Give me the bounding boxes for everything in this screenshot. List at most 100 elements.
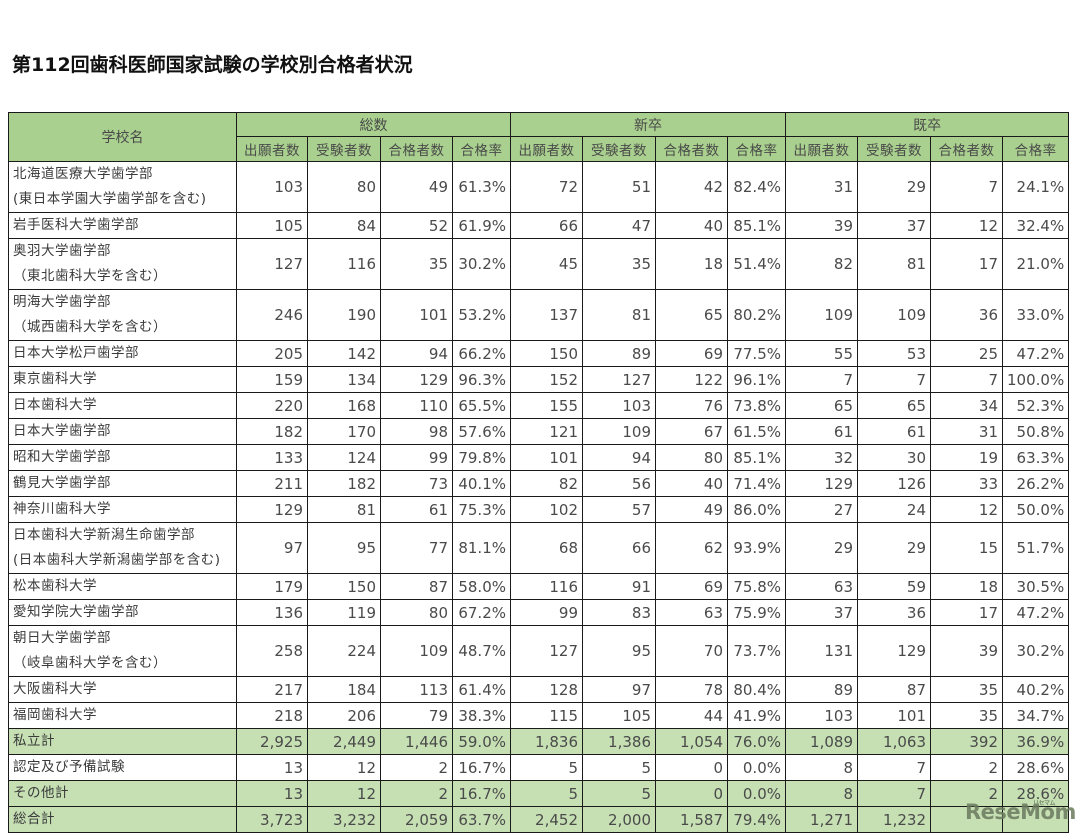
value-cell-new-3: 0.0% <box>727 780 786 807</box>
value-cell-total-1: 184 <box>307 676 381 703</box>
school-name: 昭和大学歯学部 <box>13 449 111 465</box>
value-cell-total-2: 99 <box>380 444 453 471</box>
value-cell-new-1: 47 <box>582 212 656 239</box>
value-cell-prev-1: 7 <box>857 366 931 393</box>
value-cell-prev-2: 12 <box>930 212 1003 239</box>
value-cell-new-2: 42 <box>655 161 728 213</box>
value-cell-total-2: 73 <box>380 470 453 497</box>
value-cell-new-1: 95 <box>582 625 656 677</box>
value-cell-total-3: 58.0% <box>452 573 511 600</box>
value-cell-prev-0: 89 <box>785 676 858 703</box>
value-cell-total-2: 61 <box>380 496 453 523</box>
value-cell-prev-3: 34.7% <box>1001 702 1070 729</box>
table-row: 日本大学歯学部 182 170 98 57.6% 121 109 67 61.5% 61 61 31 5… <box>8 418 1070 445</box>
school-name-cell: 日本大学松戸歯学部 <box>8 340 237 367</box>
value-cell-total-0: 3,723 <box>236 806 308 833</box>
value-cell-total-0: 179 <box>236 573 308 600</box>
school-name-cell: 東京歯科大学 <box>8 366 237 393</box>
table-row: 奥羽大学歯学部 （東北歯科大学を含む） 127 116 35 30.2% 45 35 18 51.… <box>8 238 1070 290</box>
value-cell-prev-0: 32 <box>785 444 858 471</box>
school-name: 北海道医療大学歯学部 <box>13 166 153 182</box>
table-row: 昭和大学歯学部 133 124 99 79.8% 101 94 80 85.1% 32 30 19 63… <box>8 444 1070 471</box>
value-cell-new-0: 116 <box>510 573 583 600</box>
value-cell-total-1: 170 <box>307 418 381 445</box>
value-cell-prev-0: 55 <box>785 340 858 367</box>
resemom-watermark-logo: ReseMom リセマム <box>965 800 1075 824</box>
value-cell-total-2: 2 <box>380 780 453 807</box>
value-cell-total-1: 3,232 <box>307 806 381 833</box>
value-cell-total-3: 61.4% <box>452 676 511 703</box>
table-row: 北海道医療大学歯学部 (東日本学園大学歯学部を含む) 103 80 49 61.3% 72 5… <box>8 161 1070 213</box>
value-cell-new-3: 75.8% <box>727 573 786 600</box>
value-cell-total-3: 57.6% <box>452 418 511 445</box>
value-cell-total-0: 97 <box>236 522 308 574</box>
value-cell-prev-1: 65 <box>857 392 931 419</box>
value-cell-prev-3: 100.0% <box>1001 366 1070 393</box>
value-cell-total-1: 224 <box>307 625 381 677</box>
value-cell-prev-0: 63 <box>785 573 858 600</box>
table-row: 明海大学歯学部 （城西歯科大学を含む） 246 190 101 53.2% 137 81 65 8… <box>8 289 1070 341</box>
school-name: 奥羽大学歯学部 <box>13 243 111 259</box>
value-cell-prev-2: 33 <box>930 470 1003 497</box>
school-name: 日本大学歯学部 <box>13 423 111 439</box>
subheader-total-2: 合格者数 <box>380 136 453 162</box>
value-cell-prev-2: 2 <box>930 754 1003 781</box>
value-cell-prev-1: 37 <box>857 212 931 239</box>
value-cell-total-1: 150 <box>307 573 381 600</box>
value-cell-prev-1: 1,232 <box>857 806 931 833</box>
value-cell-prev-3 <box>1001 806 1070 833</box>
value-cell-total-0: 246 <box>236 289 308 341</box>
value-cell-total-3: 53.2% <box>452 289 511 341</box>
value-cell-new-1: 109 <box>582 418 656 445</box>
subheader-prev-0: 出願者数 <box>785 136 858 162</box>
value-cell-prev-3: 24.1% <box>1001 161 1070 213</box>
value-cell-total-2: 110 <box>380 392 453 419</box>
value-cell-new-0: 128 <box>510 676 583 703</box>
value-cell-new-2: 44 <box>655 702 728 729</box>
value-cell-total-1: 116 <box>307 238 381 290</box>
subheader-prev-1: 受験者数 <box>857 136 931 162</box>
table-row: 鶴見大学歯学部 211 182 73 40.1% 82 56 40 71.4% 129 126 33 2… <box>8 470 1070 497</box>
value-cell-total-0: 136 <box>236 599 308 626</box>
value-cell-new-1: 91 <box>582 573 656 600</box>
value-cell-prev-0: 31 <box>785 161 858 213</box>
value-cell-total-0: 103 <box>236 161 308 213</box>
value-cell-new-2: 0 <box>655 780 728 807</box>
value-cell-prev-2: 39 <box>930 625 1003 677</box>
school-name-cell: 私立計 <box>8 728 237 755</box>
value-cell-total-0: 218 <box>236 702 308 729</box>
subheader-prev-2: 合格者数 <box>930 136 1003 162</box>
school-name-cell: 岩手医科大学歯学部 <box>8 212 237 239</box>
total-row: その他計 13 12 2 16.7% 5 5 0 0.0% 8 7 2 28.6% <box>8 780 1070 807</box>
total-row: 総合計 3,723 3,232 2,059 63.7% 2,452 2,000 1,587 79… <box>8 806 1070 833</box>
value-cell-total-2: 2,059 <box>380 806 453 833</box>
subheader-new-2: 合格者数 <box>655 136 728 162</box>
value-cell-new-0: 155 <box>510 392 583 419</box>
value-cell-new-2: 0 <box>655 754 728 781</box>
value-cell-prev-0: 61 <box>785 418 858 445</box>
value-cell-new-1: 103 <box>582 392 656 419</box>
value-cell-prev-2: 17 <box>930 238 1003 290</box>
value-cell-new-3: 85.1% <box>727 444 786 471</box>
value-cell-prev-0: 109 <box>785 289 858 341</box>
value-cell-prev-0: 29 <box>785 522 858 574</box>
value-cell-new-3: 93.9% <box>727 522 786 574</box>
school-name-note: （東北歯科大学を含む） <box>13 268 167 284</box>
value-cell-new-3: 96.1% <box>727 366 786 393</box>
value-cell-new-2: 1,054 <box>655 728 728 755</box>
value-cell-total-3: 30.2% <box>452 238 511 290</box>
school-name: 東京歯科大学 <box>13 371 97 387</box>
value-cell-new-3: 80.2% <box>727 289 786 341</box>
results-table: 学校名 総数 新卒 既卒 出願者数 受験者数 合格者数 合格率 出願者数 受験者数 合格者数… <box>8 112 1070 833</box>
value-cell-total-1: 134 <box>307 366 381 393</box>
value-cell-prev-1: 109 <box>857 289 931 341</box>
value-cell-prev-0: 7 <box>785 366 858 393</box>
value-cell-new-0: 121 <box>510 418 583 445</box>
value-cell-total-3: 75.3% <box>452 496 511 523</box>
value-cell-total-0: 105 <box>236 212 308 239</box>
subheader-total-3: 合格率 <box>452 136 511 162</box>
value-cell-total-2: 80 <box>380 599 453 626</box>
value-cell-total-0: 2,925 <box>236 728 308 755</box>
value-cell-total-3: 63.7% <box>452 806 511 833</box>
school-name-cell: その他計 <box>8 780 237 807</box>
